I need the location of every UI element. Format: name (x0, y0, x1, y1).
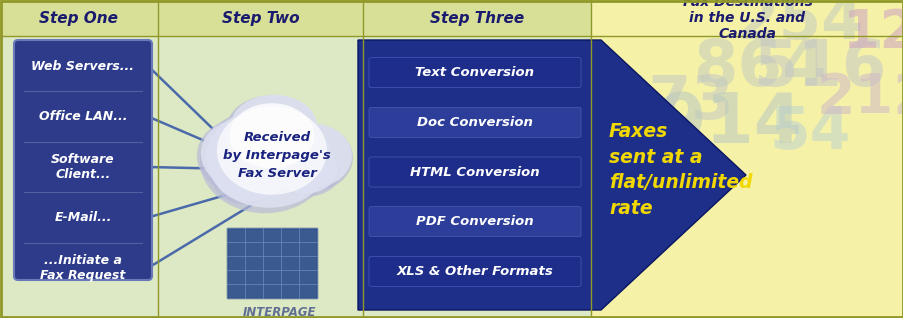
Ellipse shape (274, 124, 351, 188)
Ellipse shape (229, 103, 314, 168)
Ellipse shape (271, 124, 352, 192)
Ellipse shape (227, 95, 317, 160)
Text: Software
Client...: Software Client... (51, 153, 115, 181)
Bar (363, 0, 591, 318)
FancyBboxPatch shape (368, 107, 581, 137)
Ellipse shape (217, 107, 327, 195)
Text: Office LAN...: Office LAN... (39, 110, 127, 123)
Text: 573: 573 (606, 73, 733, 133)
Text: Web Servers...: Web Servers... (32, 59, 135, 73)
Text: Received
by Interpage's
Fax Server: Received by Interpage's Fax Server (223, 131, 330, 180)
FancyBboxPatch shape (368, 256, 581, 286)
Text: 54: 54 (768, 105, 850, 162)
Text: 516: 516 (752, 37, 886, 99)
Bar (591, 0, 903, 36)
Text: 12: 12 (842, 7, 903, 59)
Ellipse shape (197, 120, 276, 192)
Bar (363, 0, 591, 36)
Text: PDF Conversion: PDF Conversion (415, 215, 534, 228)
Ellipse shape (200, 120, 276, 188)
Text: HTML Conversion: HTML Conversion (410, 165, 539, 178)
Ellipse shape (214, 146, 284, 201)
Bar (591, 0, 903, 318)
Text: Doc Conversion: Doc Conversion (416, 116, 533, 129)
Bar (158, 0, 363, 318)
Bar (0, 0, 158, 318)
Ellipse shape (230, 95, 317, 157)
Bar (227, 228, 317, 298)
Ellipse shape (272, 144, 337, 194)
Text: Step Two: Step Two (221, 10, 299, 25)
FancyBboxPatch shape (14, 40, 152, 280)
Polygon shape (358, 40, 745, 310)
Text: INTERPAGE: INTERPAGE (243, 306, 316, 318)
Text: ...Initiate a
Fax Request: ...Initiate a Fax Request (41, 254, 126, 282)
Text: Step Three: Step Three (430, 10, 524, 25)
Text: Text Conversion: Text Conversion (415, 66, 534, 79)
Text: E-Mail...: E-Mail... (54, 211, 112, 224)
Text: Step One: Step One (40, 10, 118, 25)
FancyBboxPatch shape (368, 207, 581, 237)
Text: XLS & Other Formats: XLS & Other Formats (396, 265, 553, 278)
Bar (0, 0, 158, 36)
Text: 914: 914 (656, 89, 802, 156)
Text: Faxes
sent at a
flat/unlimited
rate: Faxes sent at a flat/unlimited rate (609, 122, 751, 218)
FancyBboxPatch shape (368, 58, 581, 88)
Text: 254: 254 (735, 0, 863, 52)
Ellipse shape (273, 145, 340, 197)
Bar (158, 0, 363, 36)
Ellipse shape (210, 147, 283, 205)
Ellipse shape (206, 108, 331, 208)
Ellipse shape (200, 108, 330, 213)
FancyBboxPatch shape (368, 157, 581, 187)
Text: Fax Destinations
in the U.S. and
Canada: Fax Destinations in the U.S. and Canada (682, 0, 812, 41)
Text: 864: 864 (693, 37, 826, 99)
Text: 212: 212 (816, 71, 903, 125)
